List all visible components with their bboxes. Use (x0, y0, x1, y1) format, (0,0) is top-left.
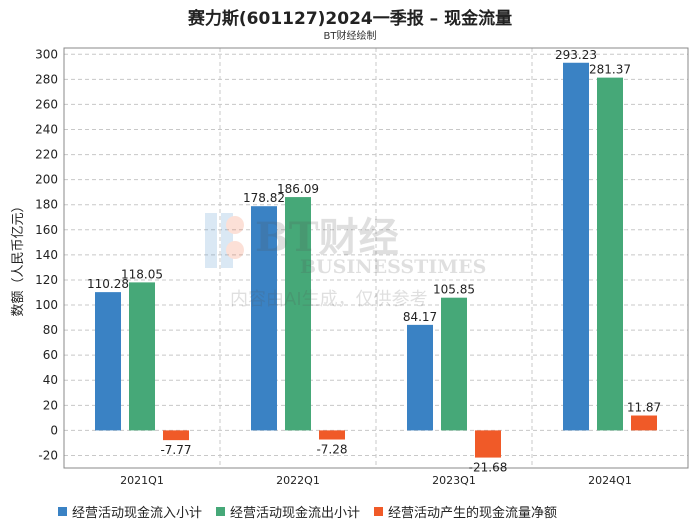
x-tick-label: 2024Q1 (588, 474, 632, 487)
y-tick-label: -20 (38, 448, 58, 462)
grid-lines (64, 48, 688, 468)
bar-2023Q1-s1 (441, 297, 467, 431)
y-tick-label: 240 (35, 122, 58, 136)
legend-item-inflow: 经营活动现金流入小计 (58, 502, 202, 521)
bar-2021Q1-s0 (95, 292, 121, 431)
cash-flow-chart: -20 0 20 40 60 80 100 120 140 160 180 200 220 240 260 2… (11, 47, 689, 487)
y-axis-label: 数额（人民币亿元） (11, 199, 26, 316)
y-tick-label: 280 (35, 72, 58, 86)
y-tick-label: 20 (43, 398, 58, 412)
bar-2022Q1-s2 (319, 430, 345, 440)
legend-label-outflow: 经营活动现金流出小计 (230, 506, 361, 521)
legend-swatch-outflow (216, 507, 226, 516)
legend-label-net: 经营活动产生的现金流量净额 (388, 506, 558, 521)
data-label-2024Q1-s2: 11.87 (627, 401, 661, 415)
bar-2022Q1-s1 (285, 197, 311, 431)
data-label-2021Q1-s0: 110.28 (87, 277, 129, 291)
axes: -20 0 20 40 60 80 100 120 140 160 180 200 220 240 260 2… (35, 47, 689, 487)
bar-2021Q1-s1 (129, 282, 155, 431)
bar-2024Q1-s0 (563, 62, 589, 431)
legend-item-outflow: 经营活动现金流出小计 (216, 502, 360, 521)
y-tick-label: 180 (35, 198, 58, 212)
legend-label-inflow: 经营活动现金流入小计 (72, 506, 203, 521)
bar-2021Q1-s2 (163, 430, 189, 441)
bar-2023Q1-s0 (407, 324, 433, 431)
x-tick-label: 2021Q1 (120, 474, 164, 487)
data-label-2021Q1-s2: -7.77 (160, 443, 191, 457)
x-tick-label: 2023Q1 (432, 474, 476, 487)
legend-swatch-inflow (58, 507, 67, 516)
data-label-2022Q1-s0: 178.82 (243, 191, 285, 205)
bar-2023Q1-s2 (475, 430, 501, 458)
x-tick-label: 2022Q1 (276, 474, 320, 487)
data-label-2022Q1-s1: 186.09 (277, 182, 319, 196)
data-label-2024Q1-s1: 281.37 (589, 63, 631, 77)
y-tick-label: 0 (50, 423, 58, 437)
bar-2022Q1-s0 (251, 206, 277, 431)
y-tick-label: 220 (35, 148, 58, 162)
y-tick-label: 80 (43, 323, 58, 337)
y-tick-label: 60 (43, 348, 58, 362)
data-label-2023Q1-s0: 84.17 (403, 310, 437, 324)
y-tick-label: 200 (35, 173, 58, 187)
data-label-2021Q1-s1: 118.05 (121, 267, 163, 281)
y-tick-label: 160 (35, 223, 58, 237)
chart-title: 赛力斯(601127)2024一季报 – 现金流量 (187, 9, 513, 29)
data-label-2023Q1-s1: 105.85 (433, 283, 475, 297)
bar-2024Q1-s1 (597, 77, 623, 431)
y-tick-label: 300 (35, 47, 58, 61)
bars (95, 62, 657, 458)
chart-legend: 经营活动现金流入小计 经营活动现金流出小计 经营活动产生的现金流量净额 (58, 502, 557, 521)
data-label-2022Q1-s2: -7.28 (316, 443, 347, 457)
plot-frame (63, 47, 689, 469)
data-label-2023Q1-s2: -21.68 (469, 461, 508, 475)
y-tick-label: 100 (35, 298, 58, 312)
data-label-2024Q1-s0: 293.23 (555, 48, 597, 62)
y-tick-label: 40 (43, 373, 58, 387)
y-tick-label: 260 (35, 97, 58, 111)
chart-subtitle: BT财经绘制 (323, 31, 377, 42)
y-tick-label: 120 (35, 273, 58, 287)
bar-2024Q1-s2 (631, 415, 657, 431)
y-tick-label: 140 (35, 248, 58, 262)
legend-item-net: 经营活动产生的现金流量净额 (374, 502, 557, 521)
legend-swatch-net (374, 507, 384, 516)
